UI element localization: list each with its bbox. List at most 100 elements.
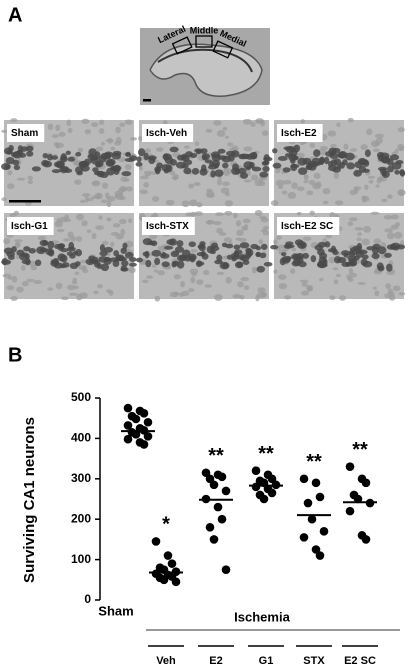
cell [151, 195, 160, 202]
cell [213, 220, 222, 226]
region-box [171, 36, 193, 55]
neuron [189, 255, 196, 263]
cell [275, 179, 285, 187]
cell [215, 212, 224, 217]
neuron [169, 146, 179, 153]
neuron [147, 155, 157, 161]
neuron [191, 167, 200, 175]
cell [26, 278, 35, 283]
image-label-box [277, 124, 323, 142]
cell [110, 146, 116, 151]
data-point [205, 474, 215, 484]
cell [196, 202, 203, 208]
neuron [47, 249, 55, 257]
cell [322, 200, 329, 205]
cell [349, 189, 357, 196]
neuron [297, 241, 307, 249]
cell [7, 170, 13, 176]
cell [106, 200, 112, 208]
data-point [311, 478, 321, 488]
cell [105, 138, 114, 143]
cell [273, 269, 278, 274]
cell [91, 122, 99, 128]
neuron [135, 161, 143, 167]
cell [308, 179, 316, 186]
neuron [233, 244, 241, 250]
cell [250, 121, 256, 127]
neuron [222, 262, 229, 269]
cell [312, 183, 321, 190]
cell [95, 225, 104, 230]
neuron [85, 258, 95, 266]
plot: 0 100 200 300 400 500 Surviving CA1 neurons Sha… [21, 390, 400, 667]
cell [348, 268, 354, 275]
cell [224, 200, 234, 207]
neuron [263, 262, 273, 267]
neuron [5, 156, 15, 165]
cell [291, 247, 297, 252]
cell [157, 247, 166, 252]
cell [216, 178, 222, 186]
data-point [345, 462, 355, 471]
neuron [281, 257, 291, 264]
neuron [256, 265, 266, 273]
cell [232, 212, 238, 219]
cell [363, 225, 372, 233]
cell [296, 212, 302, 216]
cell [386, 232, 395, 240]
y-axis-label: Surviving CA1 neurons [21, 417, 38, 583]
neuron [242, 259, 250, 265]
cell [243, 223, 249, 231]
cell [309, 210, 315, 216]
cell [368, 179, 374, 184]
neuron [154, 167, 161, 175]
cell [91, 232, 97, 240]
neuron [386, 158, 394, 166]
neuron [217, 148, 226, 154]
neuron [333, 255, 342, 264]
cell [67, 127, 73, 134]
cell [367, 175, 376, 179]
image-label: Sham [11, 128, 38, 139]
cell [313, 172, 321, 180]
cell [185, 212, 194, 217]
neuron [111, 165, 122, 171]
cell [377, 176, 384, 181]
cell [9, 213, 16, 218]
neuron [343, 252, 349, 258]
cell [361, 238, 370, 246]
data-point [311, 545, 321, 554]
cell [389, 291, 395, 297]
neuron [216, 254, 223, 262]
cell [84, 196, 89, 203]
data-point [143, 417, 153, 427]
cell [66, 119, 72, 127]
neuron [313, 149, 321, 157]
cell [80, 199, 86, 204]
cell [240, 277, 250, 282]
neuron [239, 242, 250, 249]
cell [390, 224, 399, 230]
neuron [174, 246, 184, 253]
cell [306, 190, 314, 196]
cell [53, 142, 60, 147]
cell [357, 232, 362, 236]
cell [6, 285, 15, 291]
neuron [171, 261, 177, 268]
cell [327, 130, 337, 137]
cell [157, 270, 165, 276]
neuron [67, 156, 76, 162]
cell [93, 290, 99, 295]
cell [343, 143, 349, 150]
neuron [26, 150, 34, 157]
significance: ** [258, 443, 274, 465]
neuron [195, 149, 202, 155]
data-point [259, 494, 269, 504]
neuron [204, 159, 213, 164]
neuron [113, 250, 120, 257]
neuron [100, 263, 110, 272]
neuron [306, 163, 313, 170]
neuron [154, 257, 161, 266]
neuron [221, 242, 228, 248]
